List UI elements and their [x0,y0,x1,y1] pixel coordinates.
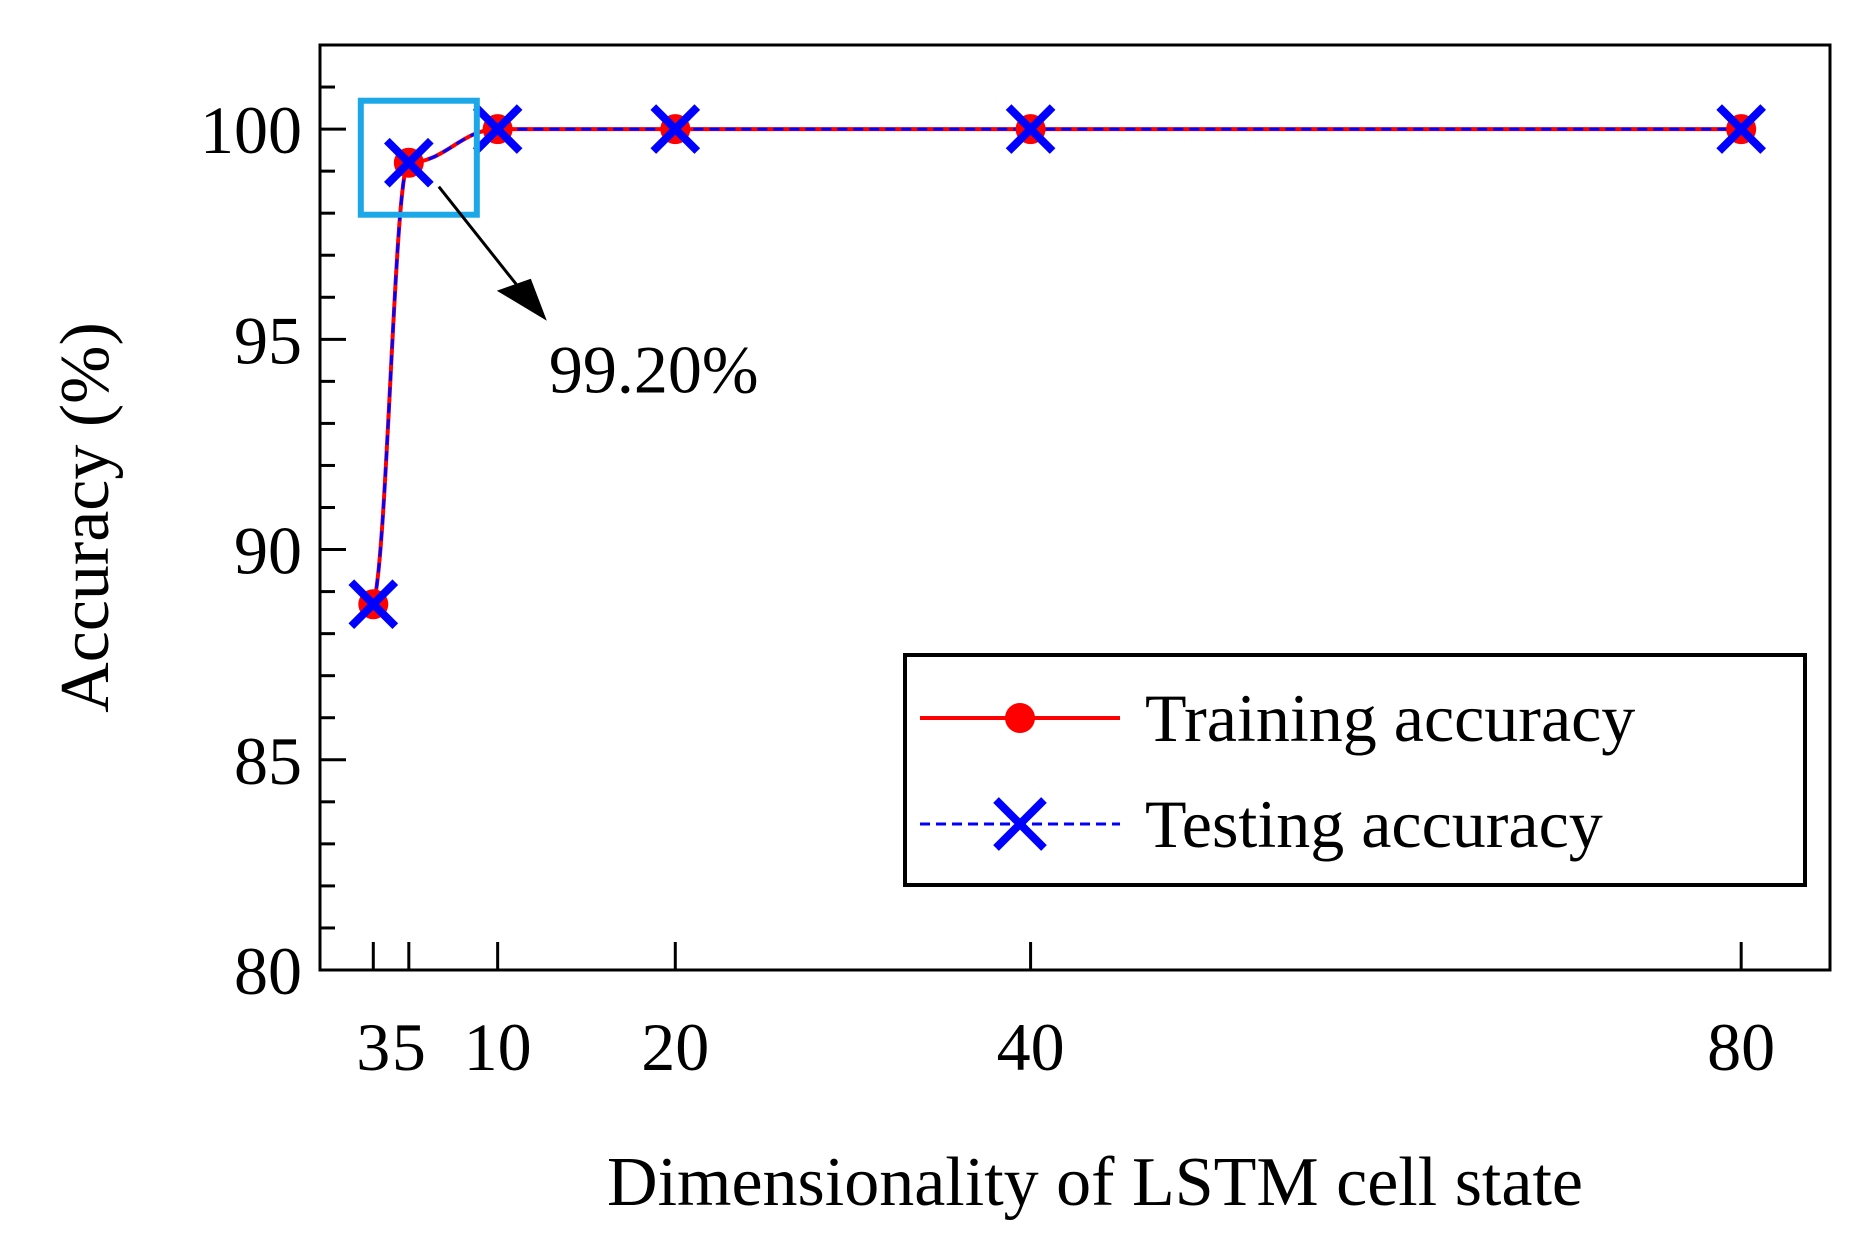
y-tick-label: 85 [234,723,302,799]
y-tick-label: 80 [234,933,302,1009]
x-marker-stroke [383,137,434,188]
axis-labels: 80 85 90 95 100 3 5 10 20 40 80 Dimensionality of L… [47,92,1775,1221]
legend-box [903,653,1807,887]
y-axis-title: Accuracy (%) [47,322,124,713]
highlight-box [357,97,480,218]
series-layer [348,104,1767,630]
x-marker-stroke [993,797,1047,851]
x-marker-stroke [1005,104,1056,154]
annotation-label: 99.20% [549,332,759,408]
x-marker-stroke [1716,104,1767,154]
annotation-arrow-head [496,278,547,321]
x-axis-title: Dimensionality of LSTM cell state [607,1144,1583,1221]
testing-accuracy-point [383,137,434,188]
legend-entry-training-accuracy: Training accuracy [920,680,1635,756]
x-tick-label: 20 [641,1009,709,1085]
legend-marker [993,797,1047,851]
legend-entry-testing-accuracy: Testing accuracy [920,786,1603,862]
annotation: 99.20% [357,97,759,408]
testing-accuracy-point [650,104,701,154]
testing-accuracy-point [348,579,399,630]
legend: Training accuracy Testing accuracy [903,653,1807,887]
axis-ticks [320,43,1743,972]
testing-accuracy-point [1005,104,1056,154]
x-tick-label: 5 [392,1009,426,1085]
x-marker-stroke [348,579,399,630]
legend-label: Testing accuracy [1145,786,1603,862]
x-marker-stroke [472,104,523,154]
legend-label: Training accuracy [1145,680,1635,756]
x-tick-label: 3 [356,1009,390,1085]
y-tick-label: 95 [234,302,302,378]
x-tick-label: 10 [464,1009,532,1085]
x-tick-label: 40 [997,1009,1065,1085]
y-tick-label: 100 [200,92,302,168]
y-tick-label: 90 [234,513,302,589]
testing-accuracy-point [1716,104,1767,154]
legend-marker [1005,703,1035,733]
x-marker-stroke [650,104,701,154]
testing-accuracy-point [472,104,523,154]
x-tick-label: 80 [1707,1009,1775,1085]
